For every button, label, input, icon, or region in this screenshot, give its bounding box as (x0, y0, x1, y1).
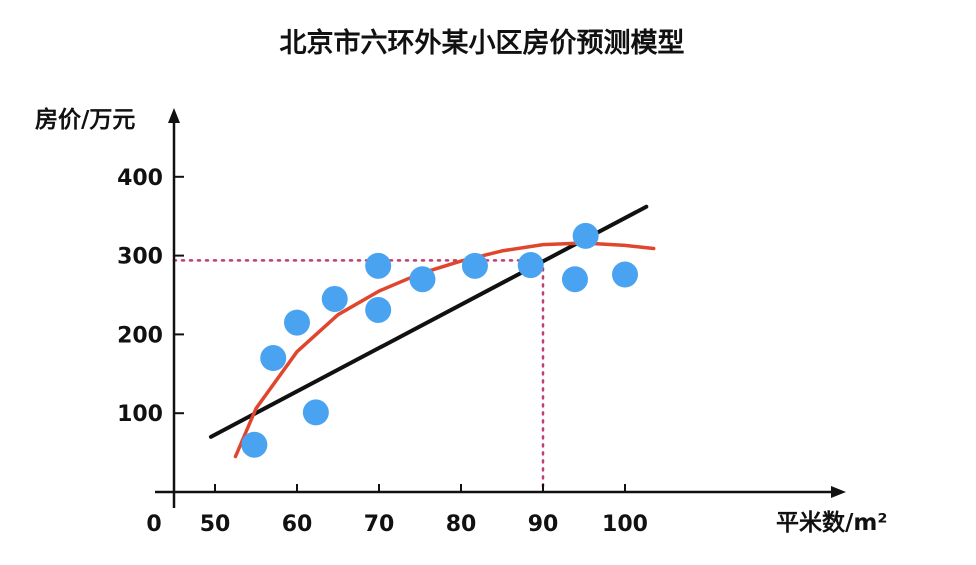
curve-fit-line (233, 241, 656, 459)
data-point (260, 345, 287, 372)
ticks: 50 60 70 80 90 100 100 200 300 400 (117, 166, 648, 537)
data-point (241, 431, 268, 458)
x-axis-arrow (831, 486, 846, 498)
axes (155, 108, 846, 508)
x-tick-label: 90 (528, 512, 559, 537)
data-point (612, 261, 638, 288)
y-tick-label: 400 (117, 166, 163, 191)
x-tick-label: 60 (282, 512, 313, 537)
x-axis-title: 平米数/m² (776, 510, 887, 536)
y-axis-arrow (168, 108, 180, 123)
data-point (409, 266, 436, 293)
data-point (302, 399, 329, 426)
y-tick-label: 300 (117, 245, 163, 270)
data-point (461, 252, 488, 279)
y-axis-title: 房价/万元 (35, 106, 135, 133)
data-point (321, 285, 348, 312)
origin-label: 0 (146, 512, 161, 537)
x-tick-label: 50 (200, 512, 231, 537)
data-point (284, 309, 310, 336)
chart-title: 北京市六环外某小区房价预测模型 (280, 27, 685, 59)
x-tick-label: 100 (602, 512, 648, 537)
data-point (365, 296, 392, 323)
data-point (561, 266, 588, 293)
x-tick-label: 70 (364, 512, 395, 537)
data-point (365, 252, 392, 279)
y-tick-label: 100 (117, 402, 163, 427)
scatter-points (241, 222, 638, 458)
data-point (572, 222, 599, 249)
data-point (517, 252, 544, 279)
x-tick-label: 80 (446, 512, 477, 537)
reference-lines (172, 259, 545, 494)
y-tick-label: 200 (117, 323, 163, 348)
